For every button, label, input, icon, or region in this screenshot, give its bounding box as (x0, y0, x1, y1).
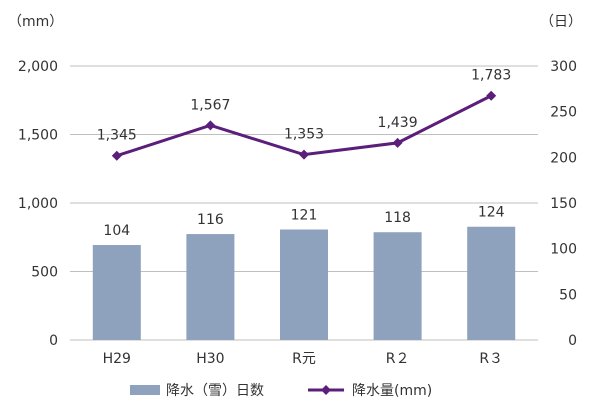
right-tick-label: 200 (550, 150, 577, 166)
right-tick-label: 50 (559, 287, 577, 303)
bar-value-label: 116 (197, 212, 224, 228)
axes: （mm） （日） 0 500 1,000 1,500 2,000 0 50 100 150 200… (8, 14, 582, 367)
line-series (111, 90, 497, 161)
x-tick-label: R元 (292, 351, 316, 367)
gridlines (70, 65, 538, 341)
line-point (299, 149, 309, 160)
line-value-label: 1,783 (471, 68, 511, 84)
bar-value-label: 121 (291, 207, 318, 223)
left-tick-label: 0 (49, 333, 58, 349)
legend: 降水（雪）日数 降水量(mm) (130, 383, 432, 399)
left-axis-unit: （mm） (8, 14, 63, 30)
line-value-label: 1,567 (190, 97, 230, 113)
right-axis-unit: （日） (540, 14, 582, 30)
left-tick-label: 2,000 (18, 59, 58, 75)
line-point (392, 137, 403, 148)
line-point (486, 90, 497, 101)
bar-series (92, 226, 516, 340)
bar (186, 234, 235, 340)
bar (92, 245, 141, 340)
right-tick-label: 250 (550, 105, 577, 121)
bar (373, 232, 422, 340)
right-tick-label: 0 (568, 333, 577, 349)
legend-line-label: 降水量(mm) (352, 383, 432, 399)
bar (280, 229, 328, 340)
left-tick-label: 500 (31, 265, 58, 281)
left-tick-label: 1,500 (18, 128, 58, 144)
right-tick-label: 300 (550, 59, 577, 75)
x-tick-label: H29 (103, 351, 131, 367)
line-value-label: 1,439 (378, 115, 418, 131)
legend-line-marker (321, 385, 331, 395)
line-value-label: 1,353 (284, 127, 324, 143)
bar-value-label: 118 (384, 210, 411, 226)
right-tick-label: 150 (550, 196, 577, 212)
bar-value-label: 104 (103, 223, 130, 239)
x-tick-label: R２ (386, 351, 410, 367)
data-labels: 104 116 121 118 124 1,345 1,567 1,353 1,439 1,783 (97, 68, 511, 239)
right-tick-label: 100 (550, 242, 577, 258)
x-tick-label: R３ (479, 351, 503, 367)
bar (467, 226, 516, 340)
line-point (111, 150, 122, 161)
bar-value-label: 124 (478, 205, 505, 221)
line-value-label: 1,345 (97, 128, 137, 144)
line-point (205, 120, 216, 131)
legend-bar-swatch (130, 385, 160, 395)
left-tick-label: 1,000 (18, 196, 58, 212)
legend-bar-label: 降水（雪）日数 (166, 383, 264, 399)
x-tick-label: H30 (196, 351, 224, 367)
